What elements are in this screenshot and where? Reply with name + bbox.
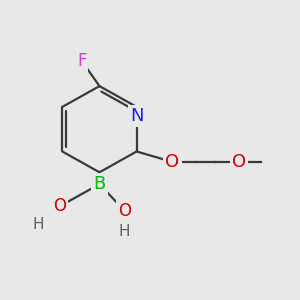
Text: O: O: [53, 197, 66, 215]
Text: O: O: [165, 153, 179, 171]
Text: O: O: [118, 202, 131, 220]
Text: F: F: [77, 52, 86, 70]
Text: H: H: [119, 224, 130, 239]
Text: H: H: [33, 217, 44, 232]
Text: B: B: [93, 175, 106, 193]
Text: O: O: [232, 153, 246, 171]
Text: N: N: [130, 107, 143, 125]
